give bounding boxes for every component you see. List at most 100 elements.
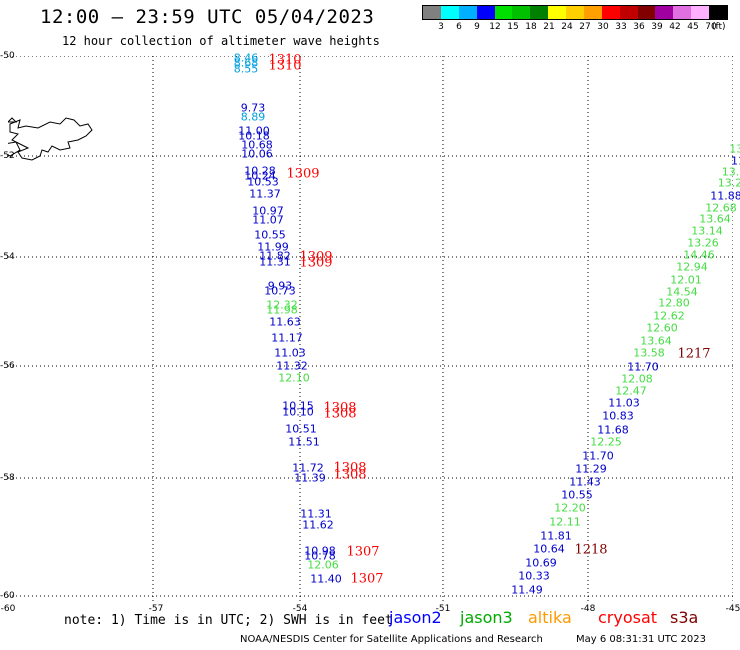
color-swatch bbox=[673, 6, 692, 19]
wave-height-value: 12.25 bbox=[590, 435, 622, 449]
wave-height-value: 11.70 bbox=[582, 449, 614, 463]
color-swatch bbox=[458, 6, 477, 19]
color-scale-unit: (ft) bbox=[712, 22, 726, 32]
wave-height-value: 13.64 bbox=[640, 334, 672, 348]
satellite-legend-item: cryosat bbox=[598, 608, 658, 627]
color-swatch bbox=[655, 6, 674, 19]
wave-height-value: 11.70 bbox=[627, 360, 659, 374]
wave-height-value: 13.2 bbox=[721, 165, 740, 179]
longitude-label: -48 bbox=[580, 604, 596, 614]
color-scale-tick: 33 bbox=[615, 22, 627, 32]
wave-height-value: 11 bbox=[731, 154, 740, 168]
pass-time-label: 1218 bbox=[574, 542, 608, 558]
wave-height-value: 11.68 bbox=[597, 423, 629, 437]
wave-height-value: 12.94 bbox=[676, 260, 708, 274]
wave-height-value: 13.64 bbox=[699, 212, 731, 226]
pass-time-label: 1307 bbox=[346, 544, 380, 560]
wave-height-value: 10.69 bbox=[525, 556, 557, 570]
color-scale-tick: 9 bbox=[474, 22, 480, 32]
pass-time-label: 1309 bbox=[299, 255, 333, 271]
color-swatch bbox=[512, 6, 531, 19]
wave-height-value: 8.55 bbox=[233, 62, 259, 76]
pass-time-label: 1309 bbox=[299, 249, 333, 265]
wave-height-value: 11.72 bbox=[292, 461, 324, 475]
wave-height-value: 10.10 bbox=[282, 405, 314, 419]
wave-height-value: 10.68 bbox=[241, 138, 273, 152]
wave-height-value: 13. bbox=[729, 142, 740, 156]
pass-time-label: 1308 bbox=[323, 406, 357, 422]
wave-height-value: 10.06 bbox=[241, 147, 273, 161]
wave-height-value: 11.98 bbox=[266, 303, 298, 317]
pass-time-label: 1309 bbox=[286, 166, 320, 182]
wave-height-value: 10.18 bbox=[238, 129, 270, 143]
pass-time-label: 1308 bbox=[333, 460, 367, 476]
color-scale-tick: 12 bbox=[489, 22, 501, 32]
color-swatch bbox=[709, 6, 727, 19]
longitude-label: -51 bbox=[435, 604, 451, 614]
credit-line: NOAA/NESDIS Center for Satellite Applica… bbox=[240, 634, 543, 645]
wave-height-value: 12.62 bbox=[653, 309, 685, 323]
wave-height-value: 10.98 bbox=[304, 544, 336, 558]
wave-height-value: 10.15 bbox=[282, 399, 314, 413]
color-scale-tick: 42 bbox=[669, 22, 681, 32]
wave-height-value: 10.55 bbox=[561, 488, 593, 502]
wave-height-value: 10.97 bbox=[252, 204, 284, 218]
falkland-islands-coastline bbox=[8, 117, 93, 161]
footer-note: note: 1) Time is in UTC; 2) SWH is in fe… bbox=[64, 613, 393, 628]
color-swatch bbox=[619, 6, 638, 19]
wave-height-value: 11.37 bbox=[249, 187, 281, 201]
wave-height-value: 8.89 bbox=[240, 110, 266, 124]
color-scale-bar bbox=[422, 5, 728, 20]
wave-height-value: 11.99 bbox=[257, 240, 289, 254]
wave-height-value: 11.62 bbox=[302, 518, 334, 532]
longitude-label: -54 bbox=[292, 604, 308, 614]
latitude-label: -58 bbox=[0, 473, 15, 483]
wave-height-value: 12.68 bbox=[705, 201, 737, 215]
wave-height-value: 10.64 bbox=[533, 542, 565, 556]
color-swatch bbox=[476, 6, 495, 19]
color-scale-tick: 70 bbox=[705, 22, 717, 32]
wave-height-value: 11.43 bbox=[569, 475, 601, 489]
wave-height-value: 8.68 bbox=[233, 56, 259, 70]
map-title: 12:00 – 23:59 UTC 05/04/2023 bbox=[40, 6, 375, 28]
color-scale-tick: 27 bbox=[579, 22, 591, 32]
satellite-legend-item: altika bbox=[528, 608, 572, 627]
color-scale-tick: 39 bbox=[651, 22, 663, 32]
wave-height-value: 11.00 bbox=[238, 124, 270, 138]
wave-height-value: 11.40 bbox=[310, 572, 342, 586]
wave-height-value: 12.32 bbox=[266, 298, 298, 312]
map-subtitle: 12 hour collection of altimeter wave hei… bbox=[62, 34, 380, 48]
pass-time-label: 1307 bbox=[350, 571, 384, 587]
latitude-label: -52 bbox=[0, 151, 15, 161]
wave-height-value: 10.78 bbox=[304, 549, 336, 563]
longitude-label: -45 bbox=[725, 604, 740, 614]
color-scale-tick: 15 bbox=[507, 22, 519, 32]
pass-time-label: 1217 bbox=[677, 346, 711, 362]
wave-height-value: 10.24 bbox=[244, 169, 276, 183]
color-swatch bbox=[566, 6, 584, 19]
wave-height-value: 11.03 bbox=[608, 396, 640, 410]
wave-height-value: 12.11 bbox=[549, 515, 581, 529]
wave-height-value: 12.06 bbox=[307, 558, 339, 572]
wave-height-value: 12.60 bbox=[646, 321, 678, 335]
latitude-label: -60 bbox=[0, 591, 15, 601]
latitude-label: -54 bbox=[0, 252, 15, 262]
color-swatch bbox=[494, 6, 513, 19]
color-scale-tick: 45 bbox=[687, 22, 699, 32]
wave-height-value: 11.51 bbox=[288, 435, 320, 449]
wave-height-value: 12.01 bbox=[670, 273, 702, 287]
latitude-label: -56 bbox=[0, 361, 15, 371]
wave-height-value: 14.46 bbox=[683, 248, 715, 262]
color-scale-tick: 24 bbox=[561, 22, 573, 32]
latitude-label: -50 bbox=[0, 51, 15, 61]
wave-height-value: 10.28 bbox=[244, 164, 276, 178]
wave-height-value: 11.88 bbox=[710, 189, 740, 203]
wave-height-value: 12.10 bbox=[278, 371, 310, 385]
wave-height-value: 8.46 bbox=[233, 51, 259, 65]
color-swatch bbox=[601, 6, 620, 19]
wave-height-value: 10.55 bbox=[254, 228, 286, 242]
wave-height-value: 13.26 bbox=[687, 236, 719, 250]
wave-height-value: 12.80 bbox=[658, 296, 690, 310]
longitude-label: -60 bbox=[0, 604, 16, 614]
wave-height-value: 12.20 bbox=[554, 501, 586, 515]
